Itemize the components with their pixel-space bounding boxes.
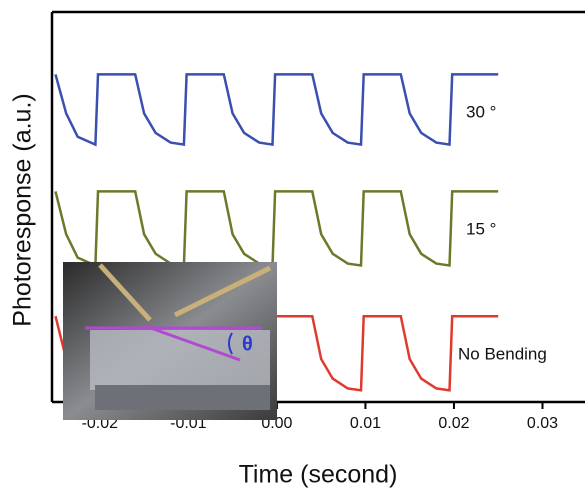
series-line bbox=[54, 190, 499, 268]
series-label: No Bending bbox=[458, 344, 547, 363]
x-tick-label: 0.02 bbox=[438, 415, 469, 432]
series-label: 30 ° bbox=[466, 102, 496, 121]
series-line bbox=[54, 73, 499, 147]
y-axis-title: Photoresponse (a.u.) bbox=[9, 93, 37, 326]
inset-label: θ bbox=[242, 333, 253, 355]
x-tick-label: 0.01 bbox=[350, 415, 381, 432]
inset-photo: θ bbox=[63, 262, 277, 420]
x-axis-title: Time (second) bbox=[239, 461, 398, 489]
x-tick-label: 0.03 bbox=[527, 415, 558, 432]
series-label: 15 ° bbox=[466, 219, 496, 238]
